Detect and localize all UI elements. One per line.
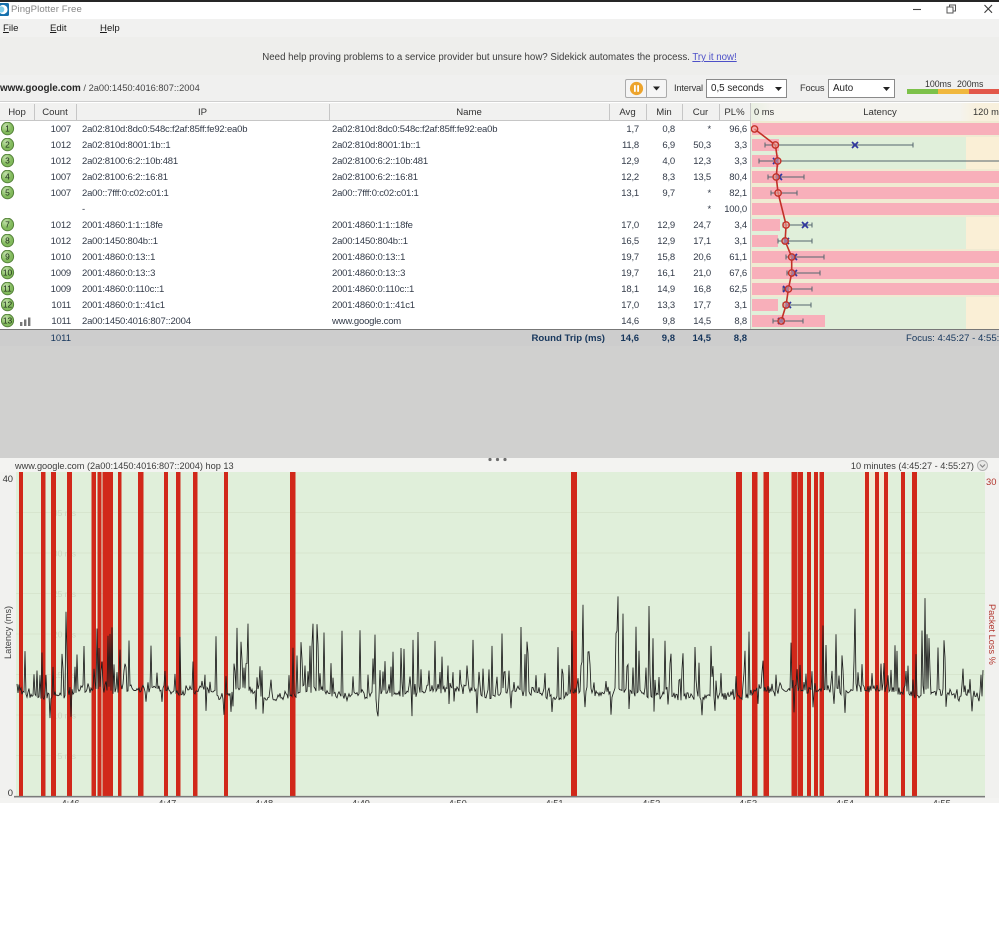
svg-text:35 ms: 35 ms: [53, 508, 76, 518]
svg-text:4:53: 4:53: [739, 799, 757, 804]
svg-text:4:50: 4:50: [449, 799, 467, 804]
svg-text:4:52: 4:52: [642, 799, 660, 804]
svg-text:20 ms: 20 ms: [53, 630, 76, 640]
svg-text:4:48: 4:48: [255, 799, 273, 804]
svg-text:13: 13: [3, 316, 13, 326]
svg-text:11: 11: [3, 284, 12, 294]
svg-text:12: 12: [3, 300, 13, 310]
svg-text:7: 7: [5, 220, 10, 230]
svg-text:4:49: 4:49: [352, 799, 370, 804]
svg-text:4:47: 4:47: [158, 799, 176, 804]
svg-text:5 ms: 5 ms: [58, 751, 76, 761]
svg-text:5: 5: [5, 188, 10, 198]
svg-text:2: 2: [5, 140, 10, 150]
svg-text:4:46: 4:46: [61, 799, 79, 804]
svg-text:10: 10: [3, 268, 13, 278]
svg-text:8: 8: [5, 236, 10, 246]
svg-text:1: 1: [5, 124, 10, 134]
svg-text:9: 9: [5, 252, 10, 262]
svg-text:4: 4: [5, 172, 10, 182]
svg-text:4:55: 4:55: [933, 799, 951, 804]
svg-text:4:51: 4:51: [545, 799, 563, 804]
svg-text:4:54: 4:54: [836, 799, 854, 804]
svg-text:3: 3: [5, 156, 10, 166]
svg-text:10 ms: 10 ms: [53, 711, 76, 721]
svg-text:25 ms: 25 ms: [53, 589, 76, 599]
svg-text:15 ms: 15 ms: [53, 670, 76, 680]
svg-text:30 ms: 30 ms: [53, 549, 76, 559]
